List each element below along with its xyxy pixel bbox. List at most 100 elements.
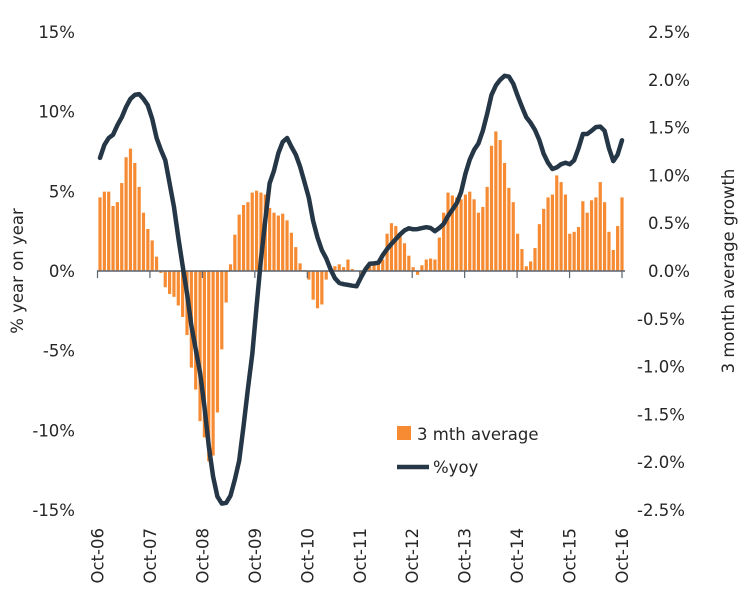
bar: [468, 191, 472, 271]
bar: [176, 271, 180, 306]
x-tick-label: Oct-11: [351, 528, 370, 583]
bar: [337, 264, 341, 271]
bar: [241, 205, 246, 271]
bar: [507, 187, 511, 271]
bar: [376, 264, 380, 271]
bar: [559, 182, 563, 271]
bar: [159, 271, 163, 273]
bar: [346, 259, 350, 271]
bar: [415, 271, 420, 275]
bar: [620, 197, 624, 271]
bar: [581, 201, 585, 271]
right-y-tick-label: 1.5%: [648, 119, 690, 138]
bar: [463, 194, 467, 271]
bar: [220, 271, 224, 350]
bar: [411, 267, 415, 271]
bar: [298, 263, 302, 271]
bar: [481, 206, 485, 271]
bar: [285, 220, 289, 271]
bar: [607, 231, 611, 271]
bar: [433, 259, 437, 271]
right-y-axis: 2.5% 2.0% 1.5% 1.0% 0.5% 0.0% -0.5% -1.0% -1.5% -…: [637, 23, 690, 520]
bar: [146, 228, 150, 271]
bar: [342, 267, 346, 271]
bar: [520, 249, 524, 271]
bar: [616, 226, 620, 271]
bar: [572, 231, 576, 271]
legend-label-bar: 3 mth average: [417, 425, 539, 444]
bar: [107, 191, 111, 271]
x-tick-label: Oct-09: [246, 528, 265, 583]
bar: [368, 266, 372, 271]
left-y-tick-label: 10%: [38, 103, 75, 122]
bar: [576, 227, 581, 271]
bar: [128, 148, 133, 271]
bar: [350, 269, 354, 271]
bar: [446, 192, 450, 271]
bar: [516, 233, 520, 271]
bar: [555, 175, 559, 271]
bar: [276, 215, 280, 271]
bar: [194, 271, 198, 390]
bar: [111, 205, 115, 271]
bar: [407, 255, 411, 271]
x-axis: Oct-06 Oct-07 Oct-08 Oct-09 Oct-10 Oct-11 Oct-…: [89, 271, 632, 583]
bar: [102, 191, 106, 271]
bar: [585, 212, 589, 271]
bar: [589, 200, 594, 271]
bar: [163, 271, 167, 288]
bar: [485, 186, 489, 271]
x-tick-label: Oct-13: [456, 528, 475, 583]
bar: [546, 197, 550, 271]
x-tick-label: Oct-06: [89, 528, 108, 583]
bar: [455, 197, 459, 271]
right-y-tick-label: -2.0%: [637, 453, 685, 472]
x-tick-label: Oct-12: [403, 528, 422, 583]
bar: [172, 271, 176, 297]
bar: [246, 202, 250, 271]
left-y-axis-label: % year on year: [8, 208, 27, 334]
bar: [533, 248, 537, 271]
bar: [237, 214, 241, 271]
x-tick-label: Oct-07: [141, 528, 160, 583]
bar: [255, 190, 259, 271]
bar: [124, 157, 128, 271]
bar: [333, 266, 337, 271]
right-y-tick-label: -2.5%: [637, 501, 685, 520]
bar: [154, 256, 159, 271]
left-y-tick-label: 5%: [49, 182, 75, 201]
bar: [198, 271, 202, 422]
bar: [133, 162, 137, 271]
bar: [429, 258, 433, 271]
bar: [402, 243, 407, 271]
bar: [228, 264, 233, 271]
bar: [250, 192, 254, 271]
bar: [150, 240, 154, 271]
bar: [233, 234, 237, 271]
bar: [568, 233, 572, 271]
bar: [524, 266, 528, 271]
bar: [320, 271, 324, 305]
bar: [424, 259, 428, 271]
legend-swatch-bar: [397, 426, 411, 440]
bar: [472, 199, 476, 271]
bar: [259, 192, 263, 271]
bar: [211, 271, 215, 456]
bar: [603, 202, 607, 271]
line-series-yoy: [97, 73, 625, 506]
bar: [498, 140, 502, 271]
bar: [311, 271, 315, 300]
bar: [511, 202, 515, 271]
bar: [450, 195, 454, 271]
right-y-tick-label: 2.5%: [648, 23, 690, 42]
right-y-tick-label: -0.5%: [637, 310, 685, 329]
bar: [529, 261, 533, 271]
left-y-tick-label: 0%: [49, 262, 75, 281]
bar: [381, 259, 385, 271]
bar: [542, 208, 546, 271]
bar: [502, 162, 507, 271]
left-y-tick-label: -5%: [43, 342, 75, 361]
bar: [137, 186, 141, 271]
bar: [224, 271, 228, 303]
